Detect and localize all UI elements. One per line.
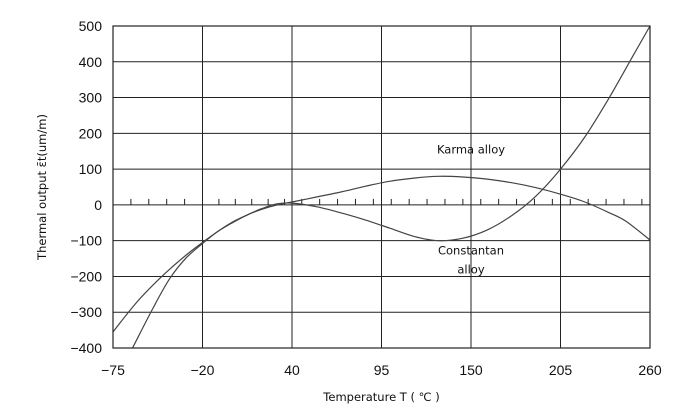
y-tick-label: −400 (70, 340, 102, 356)
x-tick-label: −20 (191, 362, 215, 378)
x-tick-label: 40 (284, 362, 300, 378)
karma-alloy-curve (112, 175, 651, 333)
annotation-label: Karma alloy (437, 142, 505, 156)
annotation-label: alloy (457, 262, 484, 276)
y-tick-label: 500 (79, 18, 103, 34)
x-tick-labels: −75 −20 40 95 150 205 260 (101, 362, 662, 378)
y-axis-title: Thermal output ε̄t(um/m) (35, 114, 49, 261)
y-tick-label: 400 (79, 54, 103, 70)
y-tick-labels: 500 400 300 200 100 0 −100 −200 −300 −400 (70, 18, 102, 356)
plot-frame (112, 25, 651, 349)
x-tick-label: 150 (459, 362, 483, 378)
y-tick-label: −300 (70, 304, 102, 320)
y-tick-label: 200 (79, 125, 103, 141)
zero-line-ticks (130, 198, 643, 205)
series-layer (112, 25, 651, 349)
y-tick-label: −100 (70, 233, 102, 249)
x-tick-label: −75 (101, 362, 125, 378)
x-tick-label: 260 (638, 362, 662, 378)
annotations: Karma alloy Constantan alloy (437, 142, 505, 276)
y-tick-label: −200 (70, 268, 102, 284)
grid-lines (113, 26, 650, 348)
y-tick-label: 300 (79, 90, 103, 106)
x-tick-label: 205 (549, 362, 573, 378)
x-tick-label: 95 (374, 362, 390, 378)
constantan-alloy-curve (131, 25, 651, 349)
y-tick-label: 0 (94, 197, 102, 213)
annotation-label: Constantan (438, 244, 504, 258)
y-tick-label: 100 (79, 161, 103, 177)
x-axis-title: Temperature T ( ℃ ) (322, 390, 439, 404)
